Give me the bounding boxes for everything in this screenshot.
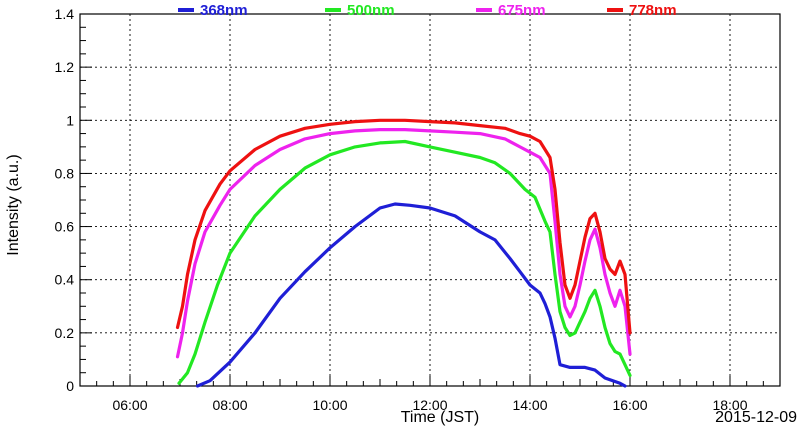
grid [80,13,780,387]
x-tick-label: 16:00 [612,397,647,413]
y-tick-label: 0.2 [55,325,75,341]
x-tick-label: 06:00 [112,397,147,413]
y-tick-label: 1 [66,112,74,128]
series-line-675nm [175,128,632,359]
x-tick-label: 18:00 [712,397,747,413]
y-tick-label: 0.6 [55,219,75,235]
x-tick-labels: 06:00 08:00 10:00 12:00 14:00 16:00 18:00 [112,397,747,413]
y-tick-label: 1.4 [55,6,75,22]
x-axis-label: Time (JST) [401,409,480,426]
y-tick-label: 0.4 [55,272,75,288]
legend: 368nm 500nm 675nm 778nm [178,2,677,19]
x-tick-label: 12:00 [412,397,447,413]
y-tick-label: 1.2 [55,59,75,75]
x-tick-label: 14:00 [512,397,547,413]
x-tick-label: 08:00 [212,397,247,413]
series-line-368nm [195,202,627,388]
series-line-500nm [177,139,632,385]
y-axis-label: Intensity (a.u.) [5,154,22,255]
legend-label: 368nm [200,2,248,19]
axis-ticks [79,13,781,387]
legend-label: 675nm [498,2,546,19]
series-lines [175,118,632,388]
legend-label: 778nm [629,2,677,19]
legend-label: 500nm [347,2,395,19]
date-label: 2015-12-09 [715,409,797,426]
y-tick-label: 0 [66,378,74,394]
x-tick-label: 10:00 [312,397,347,413]
y-tick-labels: 0 0.2 0.4 0.6 0.8 1 1.2 1.4 [55,6,75,394]
y-tick-label: 0.8 [55,165,75,181]
series-line-778nm [175,118,632,335]
